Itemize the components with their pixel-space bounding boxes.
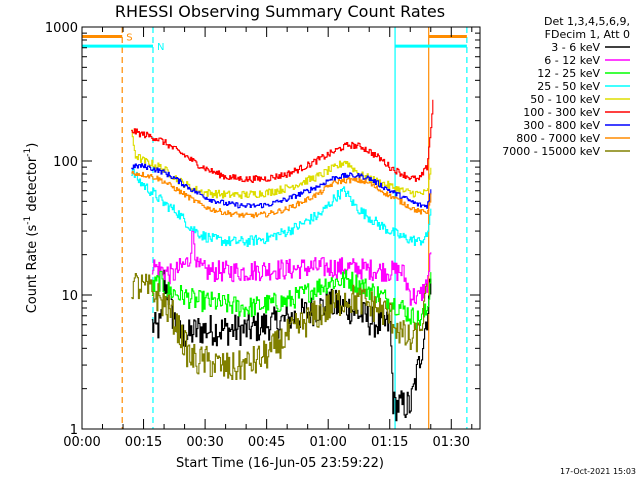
x-tick-label-6: 01:30 bbox=[433, 435, 470, 450]
plot-frame bbox=[81, 26, 481, 430]
x-axis-label: Start Time (16-Jun-05 23:59:22) bbox=[176, 456, 384, 471]
legend-entry-3: 25 - 50 keV bbox=[537, 80, 600, 93]
y-axis-label-prefix: Count Rate (s bbox=[25, 225, 40, 314]
y-axis-label-suffix: ) bbox=[25, 143, 40, 148]
y-axis-label-sup2: -1 bbox=[23, 148, 33, 157]
series-lines bbox=[131, 99, 434, 422]
series-line-4 bbox=[131, 129, 432, 200]
attenuator-bars: SN bbox=[82, 32, 467, 53]
y-tick-label-1: 10 bbox=[61, 289, 78, 304]
series-line-5 bbox=[131, 99, 434, 183]
legend-entry-6: 300 - 800 keV bbox=[523, 119, 600, 132]
y-axis-ticks: 1 10 100 1000 bbox=[45, 21, 480, 438]
series-line-7 bbox=[131, 170, 432, 219]
legend-entry-5: 100 - 300 keV bbox=[523, 106, 600, 119]
legend-header-1: FDecim 1, Att 0 bbox=[545, 28, 630, 41]
legend-entry-4: 50 - 100 keV bbox=[530, 93, 600, 106]
legend-header-0: Det 1,3,4,5,6,9, bbox=[544, 15, 630, 28]
legend-entry-1: 6 - 12 keV bbox=[544, 54, 600, 67]
series-line-1 bbox=[151, 230, 432, 306]
x-tick-label-1: 00:15 bbox=[125, 435, 162, 450]
series-line-8 bbox=[131, 272, 428, 381]
x-tick-label-0: 00:00 bbox=[63, 435, 100, 450]
y-tick-label-2: 100 bbox=[53, 155, 78, 170]
legend-entry-2: 12 - 25 keV bbox=[537, 67, 600, 80]
state-bar-label-0: S bbox=[126, 32, 132, 43]
legend-entry-7: 800 - 7000 keV bbox=[516, 132, 600, 145]
legend: Det 1,3,4,5,6,9,FDecim 1, Att 03 - 6 keV… bbox=[502, 15, 630, 158]
state-bar-label-1: N bbox=[157, 42, 164, 53]
y-axis-label-mid: detector bbox=[25, 156, 40, 216]
y-axis-label-sup1: -1 bbox=[23, 216, 33, 225]
y-tick-label-3: 1000 bbox=[45, 21, 78, 36]
marker-lines bbox=[121, 27, 468, 429]
series-line-3 bbox=[131, 168, 432, 247]
x-tick-label-2: 00:30 bbox=[186, 435, 223, 450]
y-tick-label-0: 1 bbox=[70, 423, 78, 438]
x-axis-ticks: 00:00 00:15 00:30 00:45 01:00 01:15 01:30 bbox=[63, 27, 473, 450]
y-axis-label: Count Rate (s-1 detector-1) bbox=[23, 143, 40, 314]
chart-title: RHESSI Observing Summary Count Rates bbox=[115, 2, 445, 21]
x-tick-label-3: 00:45 bbox=[248, 435, 285, 450]
series-line-6 bbox=[131, 163, 432, 209]
legend-entry-0: 3 - 6 keV bbox=[551, 41, 600, 54]
legend-entry-8: 7000 - 15000 keV bbox=[502, 145, 600, 158]
series-line-2 bbox=[151, 270, 432, 330]
x-tick-label-4: 01:00 bbox=[309, 435, 346, 450]
footer-timestamp: 17-Oct-2021 15:03 bbox=[560, 467, 636, 476]
x-tick-label-5: 01:15 bbox=[371, 435, 408, 450]
